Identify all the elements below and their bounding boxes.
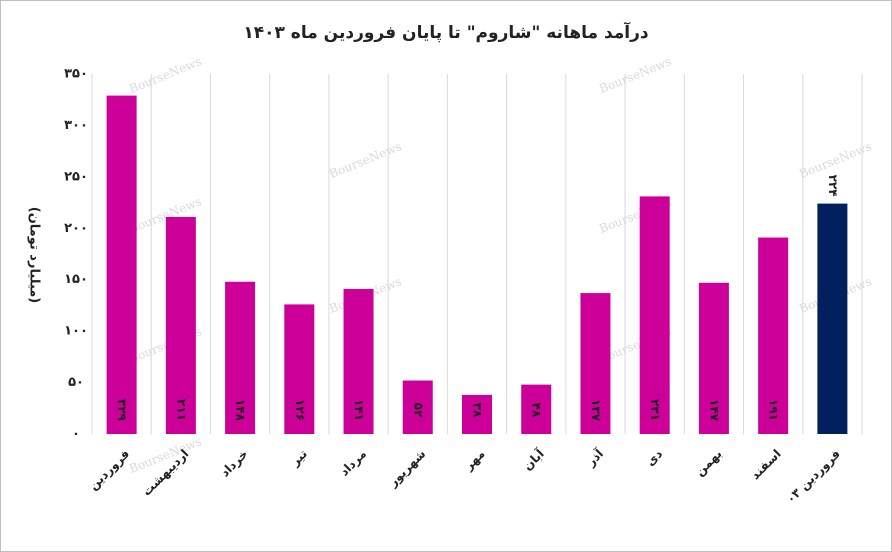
y-tick-label: ۳۵۰ xyxy=(64,67,88,82)
bar xyxy=(284,304,315,434)
bar xyxy=(698,282,729,434)
value-label: ۲۲۴ xyxy=(826,175,840,197)
value-label: ۲۳۱ xyxy=(648,399,662,421)
chart-title: درآمد ماهانه "شاروم" تا پایان فروردین ما… xyxy=(243,21,649,43)
value-label: ۱۴۷ xyxy=(707,399,721,422)
value-label: ۱۹۱ xyxy=(767,399,781,421)
bar xyxy=(402,380,433,434)
y-tick-label: ۲۵۰ xyxy=(64,169,88,184)
bar xyxy=(521,384,552,434)
bar xyxy=(462,394,492,434)
bar xyxy=(758,237,789,434)
y-tick-label: ۲۰۰ xyxy=(64,221,88,236)
y-tick-label: ۱۰۰ xyxy=(64,324,88,339)
value-label: ۱۳۷ xyxy=(589,399,603,422)
bar xyxy=(639,196,670,434)
value-label: ۴۸ xyxy=(530,403,544,418)
value-label: ۵۲ xyxy=(411,403,425,418)
y-tick-label: ۵۰ xyxy=(68,375,84,390)
y-tick-label: ۰ xyxy=(72,427,80,442)
bar xyxy=(580,293,611,434)
value-label: ۳۲۹ xyxy=(115,399,129,422)
bar xyxy=(225,281,256,434)
value-label: ۱۴۱ xyxy=(352,399,366,421)
bar xyxy=(343,288,374,434)
value-label: ۱۴۸ xyxy=(234,399,248,422)
bar xyxy=(106,95,137,434)
bar xyxy=(817,203,848,434)
y-axis-label: (میلیارد تومان) xyxy=(27,207,42,303)
value-label: ۲۱۱ xyxy=(174,399,188,421)
y-tick-label: ۱۵۰ xyxy=(64,272,88,287)
bar xyxy=(165,216,196,434)
value-label: ۳۸ xyxy=(471,403,485,418)
y-tick-label: ۳۰۰ xyxy=(64,118,88,133)
value-label: ۱۲۶ xyxy=(293,399,307,421)
